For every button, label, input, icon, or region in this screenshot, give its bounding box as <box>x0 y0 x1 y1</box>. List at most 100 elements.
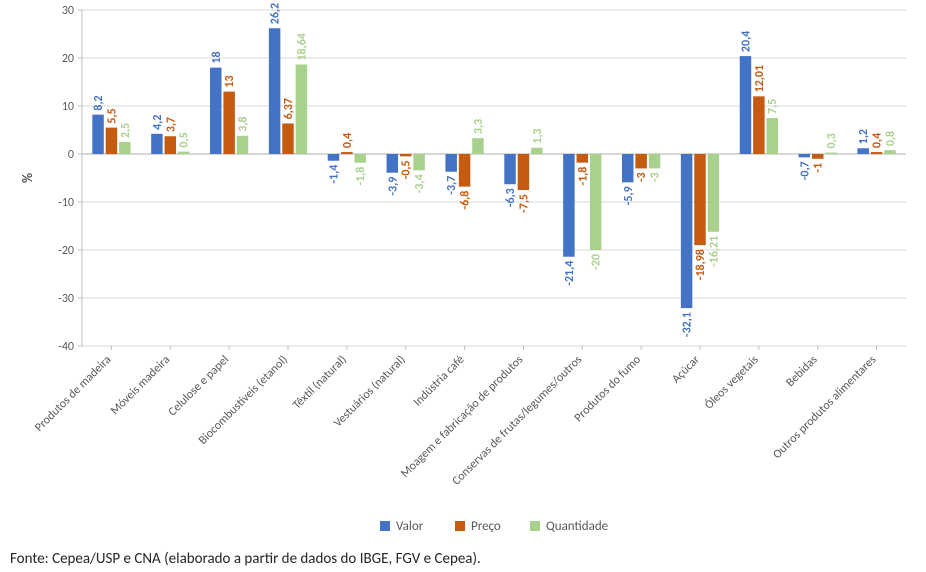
bar-preco <box>635 154 646 168</box>
svg-text:-30: -30 <box>58 292 74 306</box>
bar-quantidade <box>590 154 601 250</box>
bar-value-label: 3,3 <box>472 119 486 134</box>
bar-preco <box>223 92 234 154</box>
bar-valor <box>269 28 280 154</box>
bar-preco <box>518 154 529 190</box>
bar-value-label: 3,7 <box>164 117 178 132</box>
bar-value-label: 18,64 <box>295 33 309 60</box>
bar-value-label: 6,37 <box>282 98 296 119</box>
bar-value-label: 0,3 <box>825 133 839 148</box>
bar-value-label: -21,4 <box>563 261 577 286</box>
bar-value-label: -6,8 <box>459 191 473 210</box>
bar-preco <box>753 96 764 154</box>
bar-valor <box>857 148 868 154</box>
bar-value-label: 26,2 <box>269 3 283 24</box>
bar-value-label: -6,3 <box>504 188 518 207</box>
bar-value-label: 0,8 <box>884 131 898 146</box>
svg-text:10: 10 <box>62 100 74 114</box>
bar-chart: -40-30-20-100102030%8,25,52,5Produtos de… <box>0 0 926 546</box>
bar-preco <box>812 154 823 159</box>
bar-valor <box>563 154 574 257</box>
bar-value-label: -0,5 <box>400 160 414 179</box>
bar-quantidade <box>825 153 836 154</box>
bar-quantidade <box>531 148 542 154</box>
bar-valor <box>445 154 456 172</box>
bar-value-label: 0,4 <box>871 133 885 148</box>
svg-text:30: 30 <box>62 4 74 18</box>
bar-quantidade <box>649 154 660 168</box>
bar-quantidade <box>413 154 424 170</box>
chart-container: -40-30-20-100102030%8,25,52,5Produtos de… <box>0 0 926 572</box>
bar-value-label: 12,01 <box>753 65 767 92</box>
bar-value-label: -3,7 <box>445 176 459 195</box>
bar-valor <box>387 154 398 173</box>
bar-value-label: -1,4 <box>327 165 341 184</box>
bar-value-label: -1,8 <box>354 167 368 186</box>
bar-value-label: 7,5 <box>766 99 780 114</box>
bar-valor <box>151 134 162 154</box>
bar-preco <box>165 136 176 154</box>
bar-value-label: 20,4 <box>739 31 753 52</box>
bar-value-label: 18 <box>210 51 224 63</box>
bar-value-label: 0,4 <box>341 133 355 148</box>
bar-value-label: -3,9 <box>386 177 400 196</box>
bar-value-label: 0,5 <box>178 132 192 147</box>
bar-value-label: -7,5 <box>517 194 531 213</box>
legend-label: Preço <box>471 519 501 534</box>
bar-value-label: 5,5 <box>105 108 119 123</box>
bar-valor <box>622 154 633 182</box>
svg-text:0: 0 <box>68 148 74 162</box>
source-caption: Fonte: Cepea/USP e CNA (elaborado a part… <box>10 550 481 568</box>
bar-preco <box>577 154 588 163</box>
bar-value-label: -1 <box>812 163 826 173</box>
bar-quantidade <box>767 118 778 154</box>
bar-value-label: -3,4 <box>413 174 427 193</box>
bar-preco <box>282 123 293 154</box>
bar-quantidade <box>708 154 719 232</box>
bar-quantidade <box>296 65 307 154</box>
bar-value-label: -5,9 <box>622 186 636 205</box>
bar-value-label: -20 <box>590 254 604 270</box>
bar-value-label: 13 <box>223 75 237 87</box>
svg-text:20: 20 <box>62 52 74 66</box>
legend-swatch <box>380 521 390 531</box>
bar-preco <box>459 154 470 187</box>
svg-text:-10: -10 <box>58 196 74 210</box>
bar-preco <box>341 152 352 154</box>
bar-valor <box>328 154 339 161</box>
bar-value-label: -16,21 <box>707 236 721 267</box>
bar-value-label: 8,2 <box>92 95 106 110</box>
bar-valor <box>504 154 515 184</box>
bar-value-label: -0,7 <box>798 161 812 180</box>
legend-label: Quantidade <box>546 519 608 534</box>
svg-text:%: % <box>19 173 36 183</box>
bar-valor <box>681 154 692 308</box>
bar-value-label: -32,1 <box>681 312 695 337</box>
bar-quantidade <box>355 154 366 163</box>
svg-text:-40: -40 <box>58 340 74 354</box>
bar-preco <box>871 152 882 154</box>
legend-swatch <box>455 521 465 531</box>
bar-quantidade <box>237 136 248 154</box>
legend: ValorPreçoQuantidade <box>380 519 608 534</box>
bar-valor <box>740 56 751 154</box>
legend-swatch <box>530 521 540 531</box>
bar-preco <box>400 154 411 156</box>
bar-valor <box>799 154 810 157</box>
bar-value-label: -3 <box>649 172 663 182</box>
svg-text:-20: -20 <box>58 244 74 258</box>
bar-valor <box>210 68 221 154</box>
bar-valor <box>92 115 103 154</box>
bar-preco <box>694 154 705 245</box>
bar-quantidade <box>884 150 895 154</box>
bar-value-label: 3,8 <box>237 116 251 131</box>
bar-preco <box>106 128 117 154</box>
bar-value-label: -1,8 <box>576 167 590 186</box>
bar-quantidade <box>472 138 483 154</box>
bar-quantidade <box>178 152 189 154</box>
bar-value-label: 4,2 <box>151 115 165 130</box>
bar-quantidade <box>119 142 130 154</box>
bar-value-label: 1,3 <box>531 128 545 143</box>
bar-value-label: 1,2 <box>857 129 871 144</box>
bar-value-label: -3 <box>635 172 649 182</box>
